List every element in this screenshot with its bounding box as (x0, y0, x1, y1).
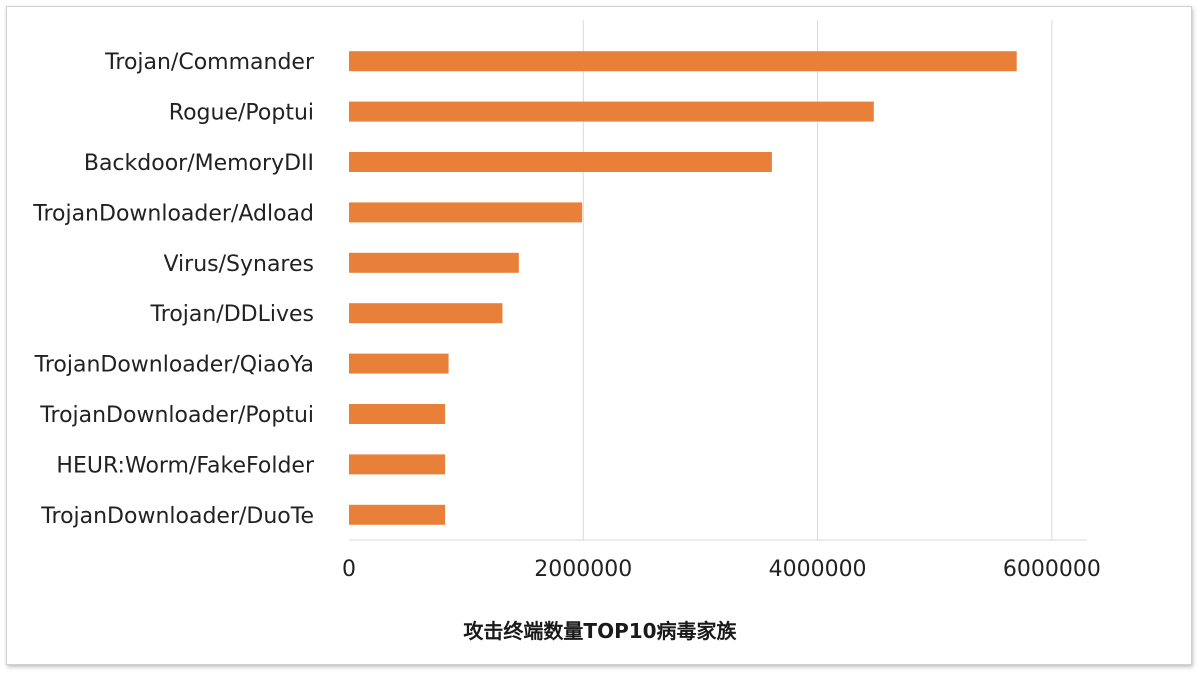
x-tick-label: 4000000 (769, 557, 867, 582)
x-tick-labels: 0 2000000 4000000 6000000 (342, 557, 1101, 582)
x-tick-label: 0 (342, 557, 356, 582)
x-tick-label: 6000000 (1003, 557, 1101, 582)
category-label: Backdoor/MemoryDII (84, 151, 314, 176)
category-label: Trojan/DDLives (150, 302, 314, 327)
x-tick-label: 2000000 (534, 557, 632, 582)
category-label: TrojanDownloader/Poptui (39, 403, 314, 428)
category-label: HEUR:Worm/FakeFolder (56, 453, 315, 478)
bar (349, 101, 874, 122)
category-label: Rogue/Poptui (169, 101, 314, 126)
category-label: TrojanDownloader/DuoTe (40, 504, 314, 529)
category-label: TrojanDownloader/Adload (32, 201, 314, 226)
bar (349, 504, 446, 525)
bars (349, 51, 1017, 525)
category-label: Trojan/Commander (104, 50, 315, 75)
bar (349, 404, 446, 424)
bar (349, 202, 583, 223)
chart-title: 攻击终端数量TOP10病毒家族 (463, 619, 737, 643)
bar (349, 454, 446, 475)
grid-lines (582, 20, 1053, 540)
bar (349, 303, 503, 324)
bar (349, 152, 772, 172)
bar (349, 252, 519, 273)
bar (349, 353, 449, 374)
category-label: TrojanDownloader/QiaoYa (34, 353, 314, 378)
category-label: Virus/Synares (163, 252, 314, 277)
category-labels: Trojan/Commander Rogue/Poptui Backdoor/Mem… (32, 50, 315, 529)
bar (349, 51, 1017, 72)
